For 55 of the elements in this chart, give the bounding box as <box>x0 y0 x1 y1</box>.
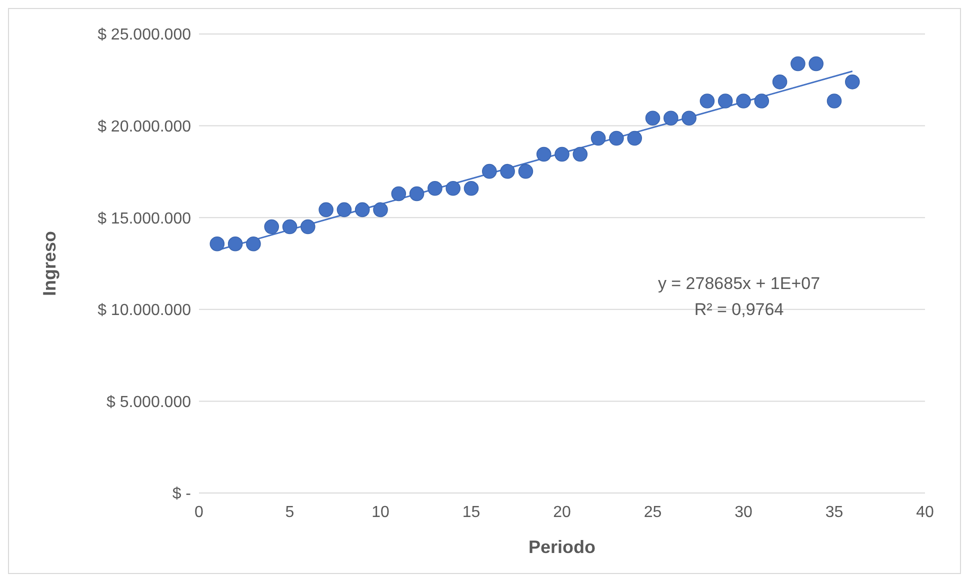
y-tick-label: $ 5.000.000 <box>106 394 192 411</box>
y-tick-label: $ 25.000.000 <box>98 26 192 44</box>
x-tick-label: 0 <box>194 504 204 521</box>
x-tick-label: 35 <box>825 504 844 521</box>
point <box>228 236 243 252</box>
point <box>336 202 352 218</box>
point <box>409 186 424 202</box>
point <box>500 164 515 179</box>
annotation: y = 278685x + 1E+07 <box>656 273 822 295</box>
x-tick-label: 40 <box>916 504 934 521</box>
point <box>572 146 588 162</box>
point <box>590 130 606 146</box>
x-tick-label: 10 <box>372 504 390 521</box>
point <box>282 219 298 234</box>
point <box>627 130 642 146</box>
x-tick-label: 5 <box>285 504 294 521</box>
point <box>645 110 660 126</box>
point <box>373 202 388 218</box>
point <box>318 202 334 218</box>
point <box>718 94 733 108</box>
point <box>790 56 806 72</box>
y-tick-label: $ 20.000.000 <box>98 118 192 136</box>
point <box>826 94 842 108</box>
point <box>682 110 696 126</box>
y-tick-label: $ 15.000.000 <box>98 210 192 228</box>
point <box>518 164 534 179</box>
x-tick-label: 20 <box>553 504 571 521</box>
point <box>536 146 552 162</box>
point <box>246 236 261 252</box>
point <box>808 56 824 72</box>
point <box>482 164 497 179</box>
point <box>354 202 370 218</box>
point <box>210 236 225 252</box>
point <box>300 219 316 234</box>
point <box>464 181 479 196</box>
point <box>609 130 624 146</box>
y-tick-label: $ 10.000.000 <box>98 302 192 320</box>
point <box>772 74 788 90</box>
point <box>700 94 715 108</box>
point <box>446 181 460 196</box>
point <box>664 110 678 126</box>
point <box>736 94 751 108</box>
y-axis-title: Ingreso <box>39 230 60 296</box>
point <box>428 181 442 196</box>
x-axis-title: Periodo <box>528 537 596 557</box>
x-tick-label: 15 <box>462 504 480 521</box>
x-tick-label: 25 <box>644 504 662 521</box>
y-tick-label: $ - <box>172 486 191 503</box>
annotation: R² = 0,9764 <box>693 299 785 321</box>
point <box>554 146 570 162</box>
point <box>845 74 860 90</box>
point <box>264 219 279 234</box>
x-tick-label: 30 <box>734 504 752 521</box>
point <box>754 94 770 108</box>
point <box>391 186 406 202</box>
